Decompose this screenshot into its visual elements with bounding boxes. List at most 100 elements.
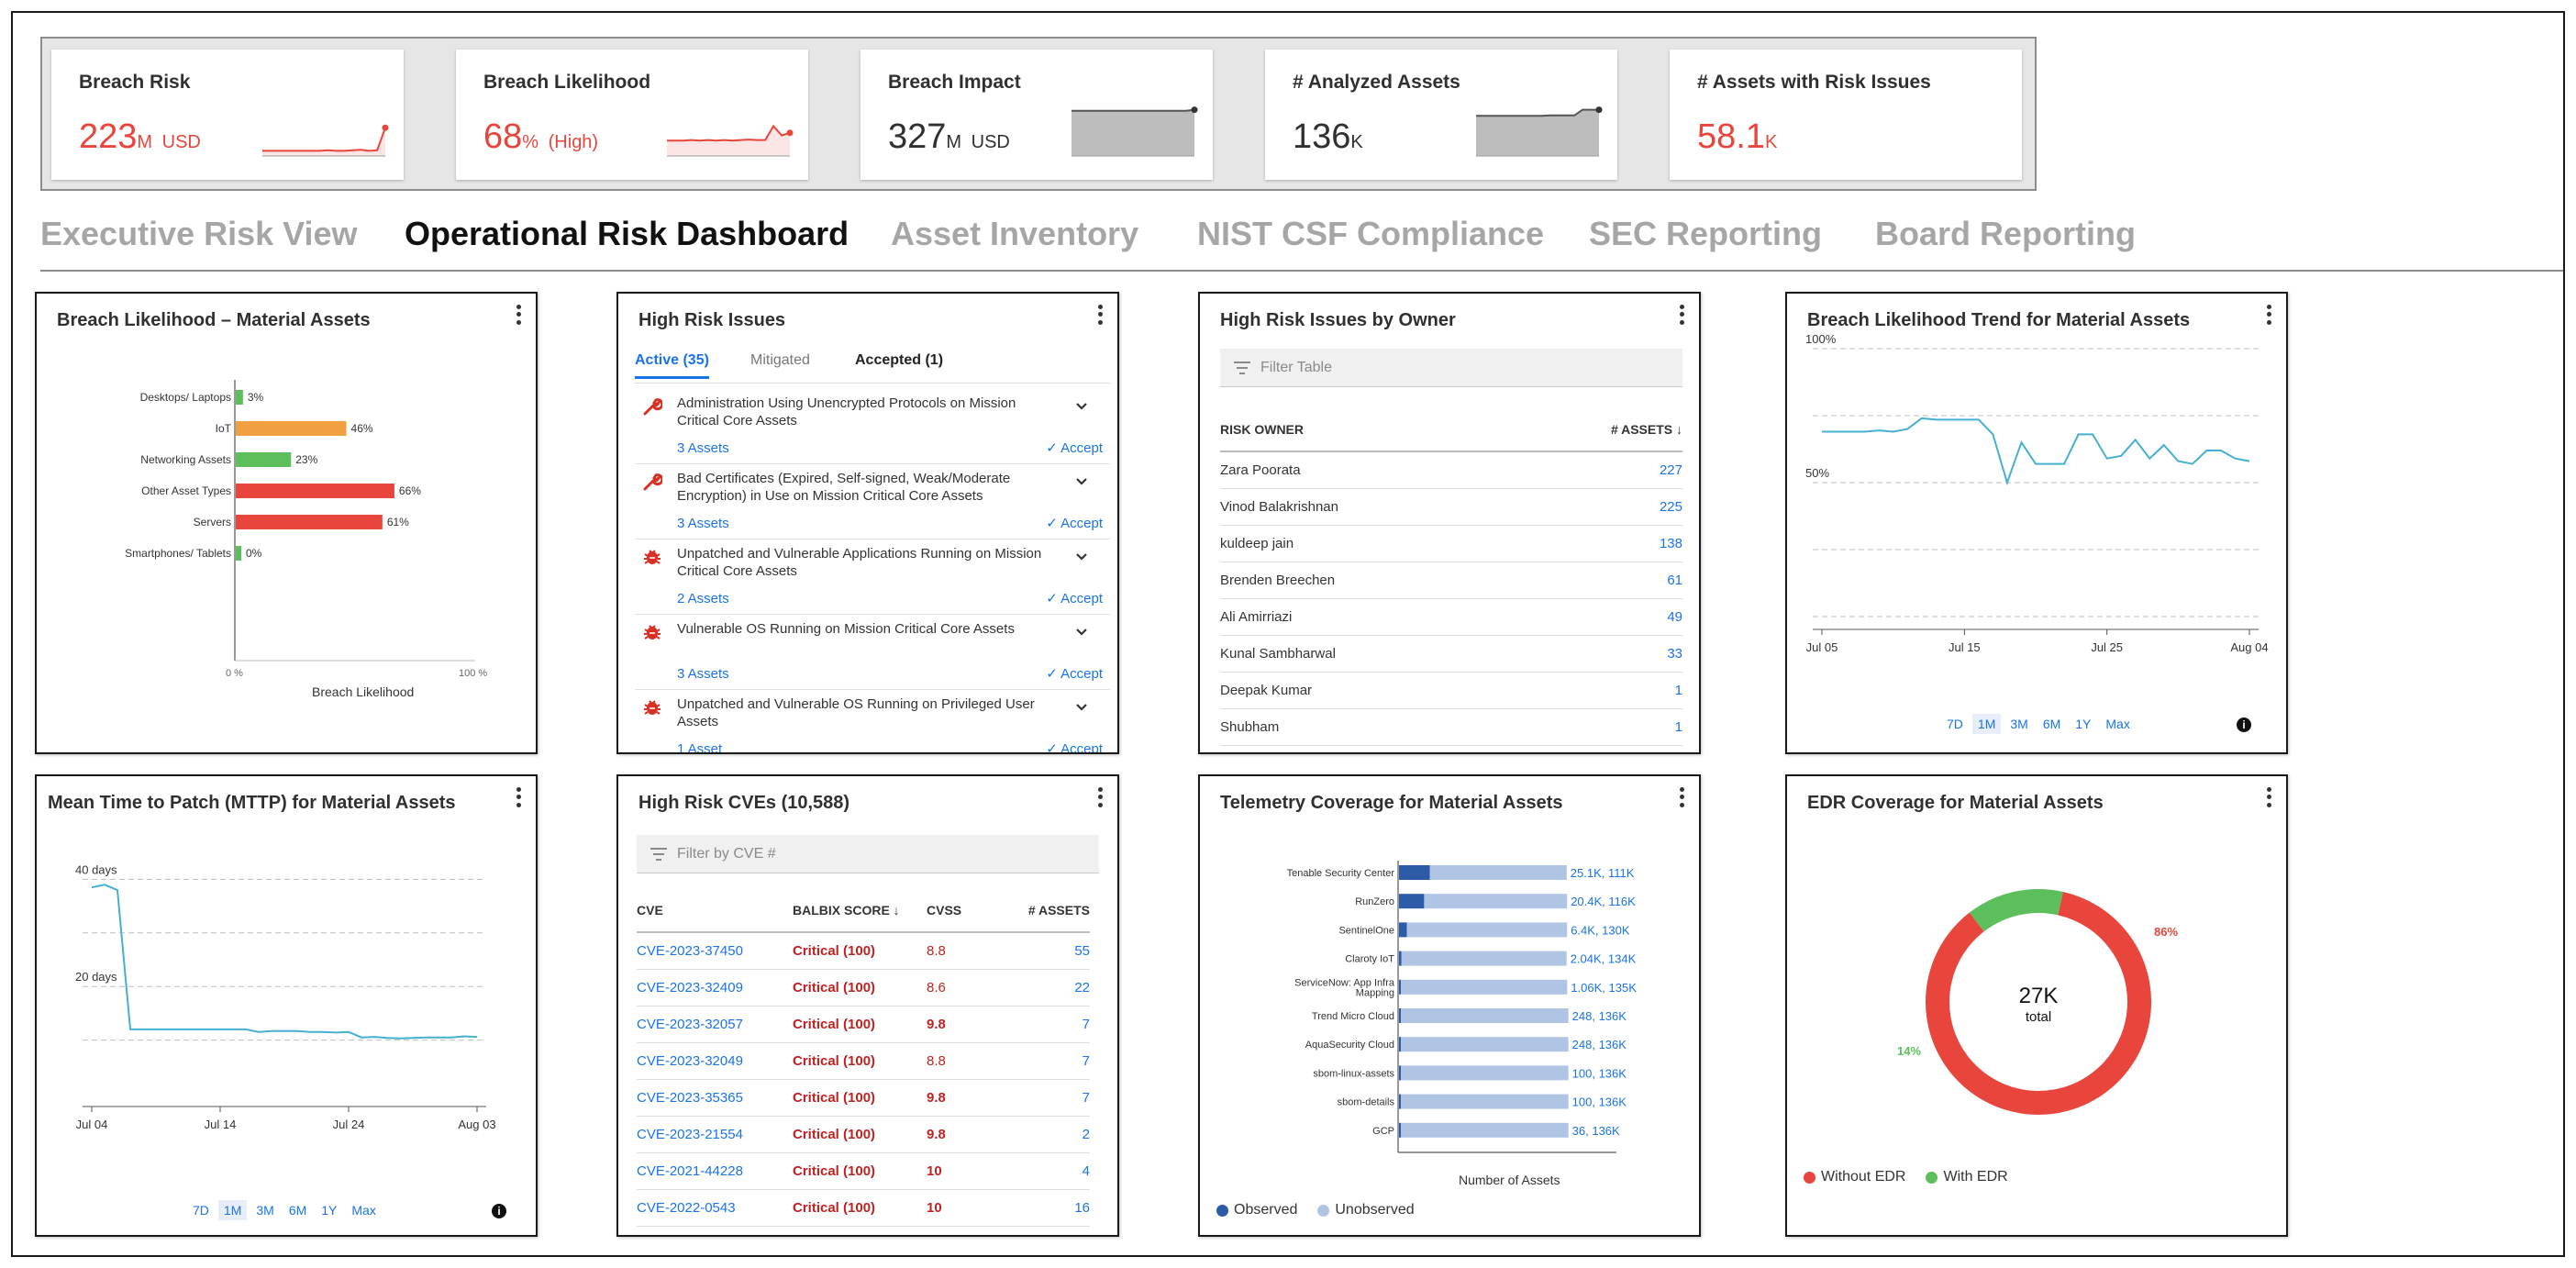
accept-button[interactable]: ✓ Accept — [1046, 666, 1103, 682]
cve-link[interactable]: CVE-2021-44228 — [637, 1152, 793, 1190]
accept-button[interactable]: ✓ Accept — [1046, 516, 1103, 531]
range-option-1m[interactable]: 1M — [1971, 714, 2002, 734]
owner-asset-count[interactable]: 33 — [1507, 635, 1682, 673]
tab-nist-csf-compliance[interactable]: NIST CSF Compliance — [1197, 215, 1545, 252]
column-header-cvss[interactable]: CVSS — [927, 888, 996, 933]
tab-executive-risk-view[interactable]: Executive Risk View — [40, 215, 358, 252]
range-option-3m[interactable]: 3M — [256, 1203, 274, 1218]
cve-asset-count[interactable]: 7 — [996, 1006, 1090, 1043]
table-row[interactable]: CVE-2023-32409 Critical (100) 8.6 22 — [637, 969, 1090, 1007]
column-header-assets[interactable]: # ASSETS ↓ — [1507, 407, 1682, 452]
cve-asset-count[interactable]: 7 — [996, 1042, 1090, 1080]
kpi-analyzed-assets[interactable]: # Analyzed Assets 136K — [1265, 50, 1617, 180]
tab-board-reporting[interactable]: Board Reporting — [1875, 215, 2136, 252]
range-option-7d[interactable]: 7D — [193, 1203, 209, 1218]
issue-row[interactable]: Bad Certificates (Expired, Self-signed, … — [635, 464, 1110, 539]
table-row[interactable]: Ali Amirriazi 49 — [1220, 598, 1682, 636]
more-menu-icon[interactable] — [1675, 785, 1688, 809]
accept-button[interactable]: ✓ Accept — [1046, 591, 1103, 606]
more-menu-icon[interactable] — [1094, 785, 1106, 809]
chevron-down-icon[interactable] — [1073, 398, 1090, 415]
table-row[interactable]: Zara Poorata 227 — [1220, 451, 1682, 489]
cve-asset-count[interactable]: 7 — [996, 1079, 1090, 1117]
table-row[interactable]: Deepak Kumar 1 — [1220, 672, 1682, 709]
filter-table-input[interactable] — [1260, 356, 1631, 380]
range-option-3m[interactable]: 3M — [2010, 717, 2028, 731]
cve-asset-count[interactable]: 4 — [996, 1152, 1090, 1190]
issue-assets-link[interactable]: 3 Assets — [677, 516, 729, 531]
range-option-6m[interactable]: 6M — [2042, 717, 2061, 731]
issue-row[interactable]: Administration Using Unencrypted Protoco… — [635, 389, 1110, 464]
info-icon[interactable]: i — [2237, 717, 2251, 732]
cve-link[interactable]: CVE-2022-0543 — [637, 1189, 793, 1227]
info-icon[interactable]: i — [492, 1204, 506, 1218]
kpi-assets-with-risk-issues[interactable]: # Assets with Risk Issues 58.1K — [1670, 50, 2022, 180]
issue-row[interactable]: Unpatched and Vulnerable Applications Ru… — [635, 539, 1110, 615]
more-menu-icon[interactable] — [2262, 785, 2275, 809]
table-row[interactable]: Kunal Sambharwal 33 — [1220, 635, 1682, 673]
legend-item-with-edr[interactable]: With EDR — [1926, 1169, 2008, 1185]
column-header-balbix-score[interactable]: BALBIX SCORE ↓ — [793, 888, 927, 933]
range-option-1y[interactable]: 1Y — [321, 1203, 338, 1218]
cve-link[interactable]: CVE-2023-21554 — [637, 1116, 793, 1153]
table-row[interactable]: Brenden Breechen 61 — [1220, 562, 1682, 599]
issue-assets-link[interactable]: 3 Assets — [677, 666, 729, 682]
issue-row[interactable]: Vulnerable OS Running on Mission Critica… — [635, 615, 1110, 690]
column-header-assets[interactable]: # ASSETS — [996, 888, 1090, 933]
issue-assets-link[interactable]: 2 Assets — [677, 591, 729, 606]
kpi-breach-impact[interactable]: Breach Impact 327M USD — [861, 50, 1213, 180]
table-row[interactable]: CVE-2023-37450 Critical (100) 8.8 55 — [637, 932, 1090, 970]
range-option-6m[interactable]: 6M — [288, 1203, 307, 1218]
chevron-down-icon[interactable] — [1073, 624, 1090, 640]
tab-mitigated[interactable]: Mitigated — [750, 352, 810, 368]
cve-asset-count[interactable]: 2 — [996, 1116, 1090, 1153]
more-menu-icon[interactable] — [512, 785, 525, 809]
table-row[interactable]: CVE-2023-32057 Critical (100) 9.8 7 — [637, 1006, 1090, 1043]
owner-asset-count[interactable]: 1 — [1507, 708, 1682, 746]
owner-asset-count[interactable]: 227 — [1507, 451, 1682, 489]
tab-accepted[interactable]: Accepted (1) — [855, 352, 944, 368]
more-menu-icon[interactable] — [1094, 303, 1106, 327]
more-menu-icon[interactable] — [1675, 303, 1688, 327]
table-row[interactable]: CVE-2023-35365 Critical (100) 9.8 7 — [637, 1079, 1090, 1117]
cve-asset-count[interactable]: 16 — [996, 1189, 1090, 1227]
chevron-down-icon[interactable] — [1073, 699, 1090, 716]
legend-item-unobserved[interactable]: Unobserved — [1317, 1202, 1415, 1218]
legend-item-observed[interactable]: Observed — [1216, 1202, 1297, 1218]
range-option-1m[interactable]: 1M — [217, 1200, 248, 1220]
table-row[interactable]: CVE-2022-0543 Critical (100) 10 16 — [637, 1189, 1090, 1227]
table-row[interactable]: Vinod Balakrishnan 225 — [1220, 488, 1682, 526]
accept-button[interactable]: ✓ Accept — [1046, 741, 1103, 754]
owner-asset-count[interactable]: 225 — [1507, 488, 1682, 526]
tab-sec-reporting[interactable]: SEC Reporting — [1589, 215, 1823, 252]
table-row[interactable]: CVE-2021-44228 Critical (100) 10 4 — [637, 1152, 1090, 1190]
table-row[interactable]: kuldeep jain 138 — [1220, 525, 1682, 562]
more-menu-icon[interactable] — [512, 303, 525, 327]
tab-asset-inventory[interactable]: Asset Inventory — [891, 215, 1139, 252]
legend-item-without-edr[interactable]: Without EDR — [1804, 1169, 1905, 1185]
tab-operational-risk-dashboard[interactable]: Operational Risk Dashboard — [405, 215, 849, 252]
owner-asset-count[interactable]: 61 — [1507, 562, 1682, 599]
owner-asset-count[interactable]: 1 — [1507, 672, 1682, 709]
column-header-risk-owner[interactable]: RISK OWNER — [1220, 407, 1508, 452]
kpi-breach-risk[interactable]: Breach Risk 223M USD — [51, 50, 404, 180]
cve-link[interactable]: CVE-2023-32057 — [637, 1006, 793, 1043]
tab-active[interactable]: Active (35) — [635, 352, 709, 379]
table-row[interactable]: Shubham 1 — [1220, 708, 1682, 746]
column-header-cve[interactable]: CVE — [637, 888, 793, 933]
range-option-max[interactable]: Max — [351, 1203, 376, 1218]
table-row[interactable]: CVE-2023-21554 Critical (100) 9.8 2 — [637, 1116, 1090, 1153]
range-option-7d[interactable]: 7D — [1947, 717, 1963, 731]
cve-asset-count[interactable]: 22 — [996, 969, 1090, 1007]
more-menu-icon[interactable] — [2262, 303, 2275, 327]
chevron-down-icon[interactable] — [1073, 473, 1090, 490]
owner-asset-count[interactable]: 49 — [1507, 598, 1682, 636]
chevron-down-icon[interactable] — [1073, 549, 1090, 565]
range-option-max[interactable]: Max — [2105, 717, 2130, 731]
filter-cve-input[interactable] — [677, 842, 1048, 866]
issue-assets-link[interactable]: 1 Asset — [677, 741, 723, 754]
cve-asset-count[interactable]: 55 — [996, 932, 1090, 970]
issue-assets-link[interactable]: 3 Assets — [677, 440, 729, 456]
accept-button[interactable]: ✓ Accept — [1046, 440, 1103, 456]
cve-link[interactable]: CVE-2023-32049 — [637, 1042, 793, 1080]
